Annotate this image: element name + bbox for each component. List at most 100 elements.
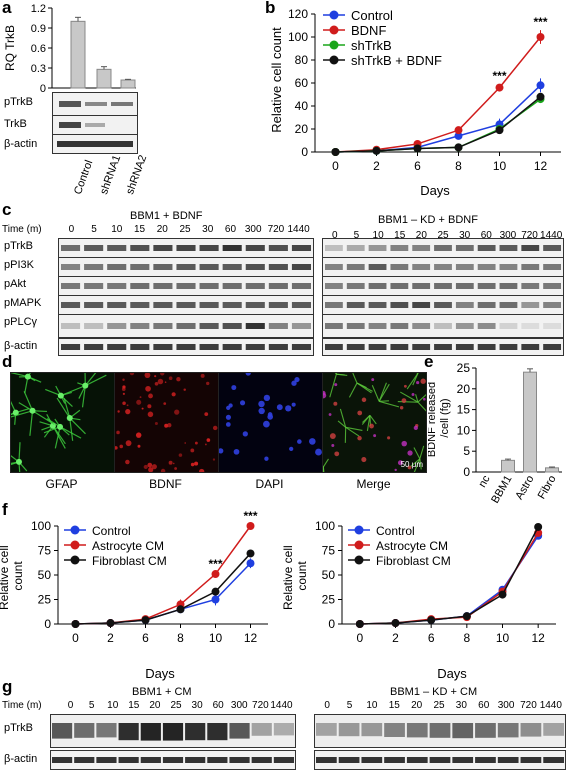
c-right-band-1-2 (368, 264, 387, 270)
dapi-nucleus (233, 448, 240, 455)
fl-ytick-label-1: 25 (38, 593, 52, 607)
bdnf-speck (125, 440, 132, 447)
merge-process (323, 458, 329, 468)
chart-f-right: Relative cell count Days 0 25 50 75 100 0 2 6 8 1… (281, 519, 556, 681)
g-right-ptrkb-blot (314, 714, 566, 748)
b-ytick-label-5: 100 (288, 30, 308, 44)
c-left-band-2-6 (199, 283, 219, 289)
bdnf-speck (141, 407, 144, 410)
c-left-time-10: 1440 (287, 224, 310, 235)
c-right-band-1-4 (412, 264, 431, 270)
dapi-nucleus (219, 448, 224, 454)
bdnf-speck (147, 411, 154, 418)
c-left-band-5-5 (176, 344, 196, 350)
c-left-band-2-4 (153, 283, 173, 289)
merge-speck (333, 401, 338, 406)
merge-speck (407, 450, 413, 456)
gfap-process (18, 442, 21, 462)
blot-a-row-0: pTrkB (4, 96, 33, 108)
b-xtick-label-1: 2 (373, 159, 380, 173)
c-left-time-4: 20 (156, 224, 168, 235)
g-band-r-p-8 (497, 723, 519, 738)
merge-process (339, 408, 347, 428)
c-left-band-3-0 (61, 302, 81, 308)
g-right-actin-blot (314, 750, 566, 770)
c-right-band-2-4 (412, 283, 431, 289)
ylabel-f-left: Relative cell count (0, 542, 25, 610)
c-right-band-0-8 (499, 245, 518, 251)
bdnf-speck (194, 441, 198, 445)
merge-process (369, 414, 377, 425)
g-band-r-p-2 (361, 723, 383, 737)
c-right-band-5-6 (455, 344, 474, 350)
c-right-time-7: 60 (480, 230, 492, 241)
xlabel-f-right: Days (437, 666, 467, 681)
g-band-l-a-5 (162, 757, 184, 763)
fr-ytick-label-3: 75 (322, 544, 336, 558)
g-row-label-1: β-actin (4, 753, 38, 765)
bdnf-speck (135, 432, 142, 438)
c-left-band-0-7 (222, 245, 242, 251)
c-left-band-2-7 (222, 283, 242, 289)
c-left-time-2: 10 (111, 224, 123, 235)
merge-process (415, 394, 419, 403)
a-bar-shRNA2 (120, 79, 136, 89)
c-left-band-2-1 (84, 283, 104, 289)
fl-point-2-2 (141, 616, 150, 625)
dapi-nucleus (225, 422, 231, 427)
bdnf-speck (171, 392, 176, 397)
c-right-band-0-9 (521, 245, 540, 251)
g-right-time-10: 1440 (539, 700, 562, 711)
micrograph-merge: 50 μm (322, 372, 427, 473)
bdnf-speck (206, 438, 211, 442)
fl-point-1-5 (246, 522, 255, 530)
micrograph-bdnf (114, 372, 219, 473)
b-line-0 (335, 84, 542, 153)
dapi-nucleus (285, 405, 292, 412)
fl-legend-marker-1 (70, 540, 80, 550)
bdnf-speck (122, 392, 125, 395)
c-right-band-2-5 (434, 283, 452, 289)
b-xtick-label-5: 12 (534, 159, 548, 173)
g-band-r-p-6 (452, 723, 474, 739)
c-left-band-5-10 (291, 344, 311, 350)
bdnf-speck (204, 412, 209, 417)
c-left-band-0-0 (61, 245, 81, 251)
c-left-blot-0 (58, 238, 314, 258)
c-left-time-5: 25 (179, 224, 191, 235)
b-ytick-label-6: 120 (288, 7, 308, 21)
merge-speck (357, 435, 362, 441)
dapi-nucleus (245, 373, 251, 376)
c-left-band-0-8 (245, 245, 265, 251)
merge-speck (329, 433, 336, 440)
panel-label-e: e (424, 352, 434, 371)
bdnf-speck (147, 462, 153, 468)
c-right-band-3-8 (499, 302, 518, 308)
merge-speck (369, 423, 374, 429)
c-left-band-4-3 (130, 323, 150, 329)
merge-process (371, 385, 380, 402)
gfap-process (32, 410, 55, 426)
c-left-band-2-0 (61, 283, 81, 289)
panel-c: BBM1 + BDNF BBM1 – KD + BDNF Time (m) 0 5… (0, 210, 567, 356)
c-right-band-1-9 (521, 264, 540, 270)
bdnf-speck (116, 430, 120, 435)
fr-legend-label-0: Control (376, 524, 415, 538)
c-left-title: BBM1 + BDNF (130, 210, 203, 222)
g-right-time-4: 20 (411, 700, 423, 711)
c-right-blot-4 (322, 314, 564, 338)
c-right-band-2-8 (499, 283, 518, 289)
c-left-band-4-7 (222, 323, 242, 329)
fr-xtick-label-3: 8 (463, 631, 470, 645)
fl-xtick-label-4: 10 (209, 631, 223, 645)
g-band-r-p-10 (543, 723, 564, 736)
b-legend-marker-2 (329, 40, 339, 50)
chart-b: Relative cell count Days 020406080100120… (269, 7, 561, 198)
bdnf-speck (174, 467, 178, 470)
ylabel-e-line2: /cell (fg) (439, 398, 451, 437)
fl-point-2-5 (246, 549, 255, 558)
fl-ytick-label-4: 100 (31, 519, 51, 533)
fr-point-2-5 (534, 522, 543, 531)
merge-process (361, 414, 371, 425)
fl-xtick-label-5: 12 (244, 631, 258, 645)
